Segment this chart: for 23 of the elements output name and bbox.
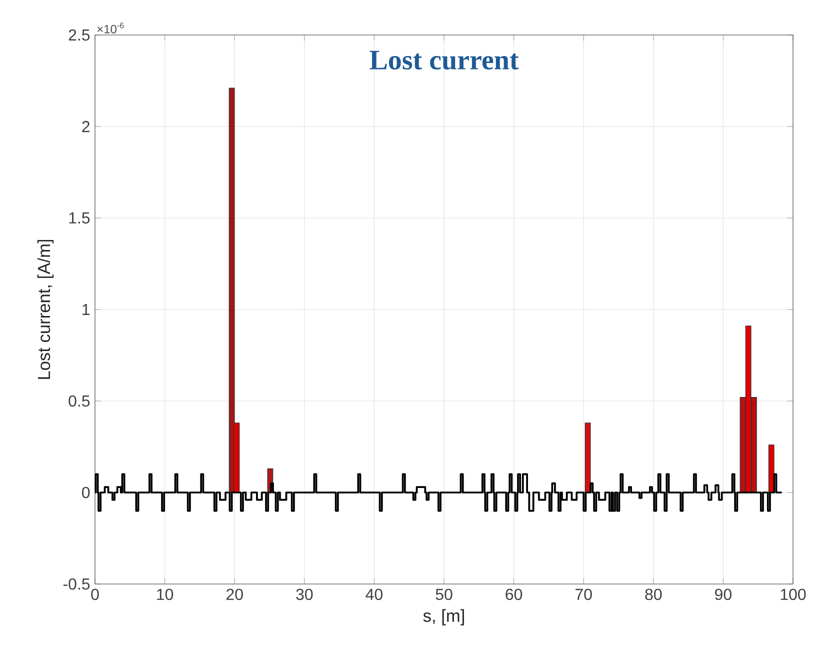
y-tick-label: 1.5 (69, 212, 90, 224)
x-tick-label: 0 (91, 588, 99, 600)
x-tick-label: 90 (715, 588, 732, 600)
x-tick-label: 20 (226, 588, 243, 600)
text: ×10$^{-6}$ (97, 22, 124, 34)
y-tick-label: 0.5 (68, 395, 90, 407)
y-tick-label: 2 (82, 120, 90, 132)
x-tick-label: 80 (645, 588, 662, 600)
x-tick-label: 70 (576, 588, 592, 600)
x-tick-label: 30 (296, 588, 313, 600)
x-tick-label: 50 (436, 588, 452, 600)
y-tick-label: 0 (82, 486, 90, 498)
x-tick-label: 10 (157, 588, 174, 600)
x-tick-label: 40 (366, 588, 382, 600)
y-axis-title: Lost current, [A/m] (37, 240, 54, 379)
y-tick-label: 2.5 (68, 29, 90, 41)
x-tick-label: 100 (780, 588, 806, 600)
bar (768, 444, 774, 493)
chart-title: Lost current (370, 50, 519, 70)
x-axis-title: s, [m] (423, 609, 464, 626)
y-tick-label: -0.5 (63, 578, 90, 590)
x-tick-label: 60 (506, 588, 522, 600)
y-tick-label: 1 (82, 304, 90, 315)
